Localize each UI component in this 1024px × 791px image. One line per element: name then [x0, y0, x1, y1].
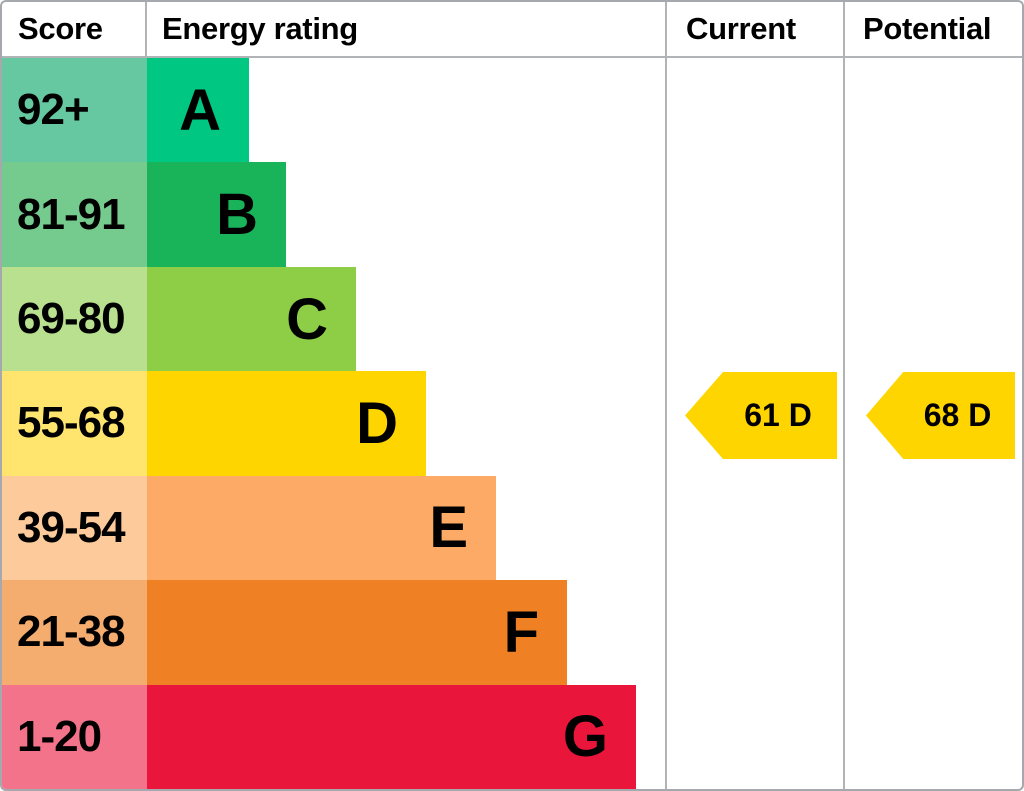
- header-underline: [2, 56, 1022, 58]
- band-row-g: 1-20 G: [2, 684, 665, 789]
- score-range-d: 55-68: [2, 371, 147, 476]
- score-range-a: 92+: [2, 58, 147, 163]
- band-bar-a: A: [147, 58, 249, 163]
- score-range-b: 81-91: [2, 162, 147, 267]
- band-row-d: 55-68 D: [2, 371, 665, 476]
- score-range-f: 21-38: [2, 580, 147, 685]
- band-row-b: 81-91 B: [2, 162, 665, 267]
- band-row-f: 21-38 F: [2, 580, 665, 685]
- header-score: Score: [18, 11, 103, 46]
- potential-rating-arrow: 68 D: [866, 372, 1015, 459]
- header-current: Current: [686, 11, 796, 46]
- band-bar-d: D: [147, 371, 426, 476]
- bands-area: 92+ A 81-91 B 69-80 C 55-68 D 39-54 E 21…: [2, 58, 665, 789]
- divider-potential-column: [843, 2, 845, 789]
- header-energy-rating: Energy rating: [162, 11, 358, 46]
- band-row-e: 39-54 E: [2, 475, 665, 581]
- band-bar-g: G: [147, 684, 636, 789]
- score-range-e: 39-54: [2, 475, 147, 581]
- band-bar-b: B: [147, 162, 286, 267]
- band-row-c: 69-80 C: [2, 266, 665, 372]
- band-bar-e: E: [147, 475, 496, 581]
- score-range-c: 69-80: [2, 266, 147, 372]
- divider-current-column: [665, 2, 667, 789]
- current-rating-arrow: 61 D: [685, 372, 837, 459]
- score-range-g: 1-20: [2, 684, 147, 789]
- band-row-a: 92+ A: [2, 58, 665, 163]
- band-bar-c: C: [147, 266, 356, 372]
- header-potential: Potential: [863, 11, 992, 46]
- band-bar-f: F: [147, 580, 567, 685]
- header-divider-score-rating: [145, 2, 147, 56]
